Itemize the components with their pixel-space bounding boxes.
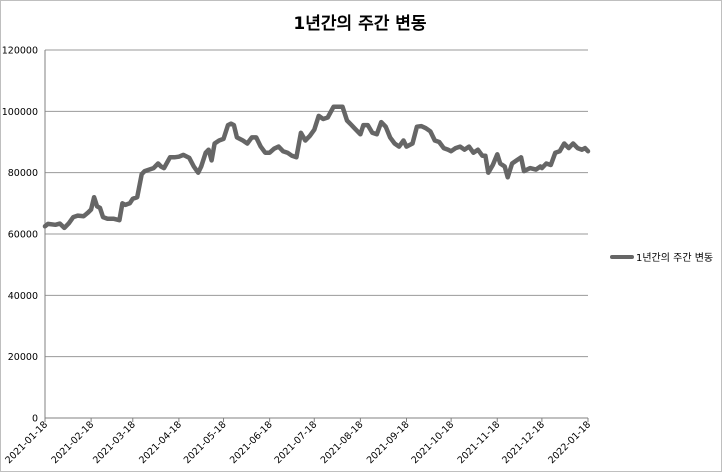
y-tick-label: 40000 [8,291,38,302]
x-tick-label: 2021-10-18 [409,419,456,466]
x-tick-label: 2021-09-18 [365,419,412,466]
x-tick-label: 2021-07-18 [273,419,320,466]
x-tick-label: 2021-02-18 [49,419,96,466]
x-tick-label: 2021-04-18 [137,419,184,466]
x-tick-label: 2021-03-18 [91,419,138,466]
y-tick-label: 100000 [2,107,38,118]
series-line [45,107,588,228]
x-tick-label: 2021-11-18 [456,419,503,466]
y-tick-label: 0 [32,414,38,425]
y-tick-label: 60000 [8,230,38,241]
y-tick-label: 120000 [2,46,38,57]
x-tick-label: 2021-01-18 [3,419,50,466]
legend-swatch [610,255,634,259]
y-tick-label: 80000 [8,168,38,179]
x-tick-label: 2021-08-18 [319,419,366,466]
x-tick-label: 2021-12-18 [500,419,547,466]
x-tick-label: 2021-06-18 [228,419,275,466]
x-tick-label: 2021-05-18 [182,419,229,466]
y-tick-label: 20000 [8,352,38,363]
legend: 1년간의 주간 변동 [610,249,713,264]
legend-label: 1년간의 주간 변동 [636,249,713,264]
x-tick-label: 2022-01-18 [546,419,593,466]
